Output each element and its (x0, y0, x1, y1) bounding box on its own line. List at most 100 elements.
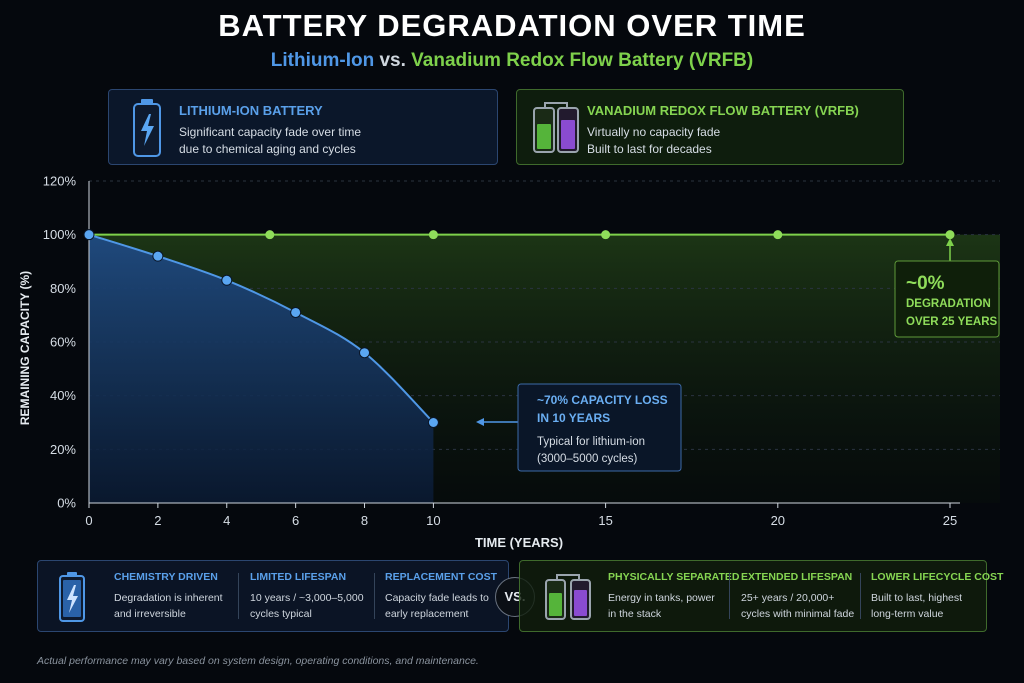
feature-desc-line: 10 years / ~3,000–5,000 (250, 592, 364, 604)
x-tick-label: 4 (223, 513, 230, 528)
degradation-chart: 0% 20% 40% 60% 80% 100% 120% 0 2 4 6 8 10 15 20 25 REMA… (18, 174, 1000, 550)
lithium-card-desc-line1: Significant capacity fade over time (179, 125, 362, 139)
feature-desc-line: early replacement (385, 608, 469, 620)
feature-desc-line: Capacity fade leads to (385, 592, 489, 604)
feature-divider (238, 573, 239, 619)
subtitle-lithium: Lithium-Ion (270, 50, 375, 71)
lithium-loss-callout: ~70% CAPACITY LOSS IN 10 YEARS Typical f… (476, 383, 682, 472)
vrfb-point (428, 230, 438, 240)
y-tick-label: 120% (43, 174, 77, 189)
callout-box (517, 383, 682, 472)
flow-battery-tanks-icon (533, 102, 579, 153)
x-tick-label: 25 (943, 513, 957, 528)
feature-desc: 25+ years / 20,000+ cycles with minimal f… (741, 590, 854, 622)
y-tick-label: 80% (50, 281, 76, 296)
subtitle-vrfb: Vanadium Redox Flow Battery (VRFB) (411, 50, 754, 71)
vr-callout-line1: DEGRADATION (906, 298, 991, 310)
feature-desc-line: Degradation is inherent (114, 592, 223, 604)
feature-title: CHEMISTRY DRIVEN (114, 571, 218, 583)
feature-desc-line: 25+ years / 20,000+ (741, 592, 835, 604)
page-title: BATTERY DEGRADATION OVER TIME (218, 8, 806, 43)
x-tick-label: 2 (154, 513, 161, 528)
feature-divider (374, 573, 375, 619)
lithium-card-desc: Significant capacity fade over time due … (179, 124, 361, 158)
vrfb-point (945, 230, 955, 240)
feature-desc: Energy in tanks, power in the stack (608, 590, 739, 622)
callout-title-line1: ~70% CAPACITY LOSS (537, 393, 668, 407)
vrfb-point (601, 230, 611, 240)
feature-physically-separated: PHYSICALLY SEPARATED Energy in tanks, po… (608, 571, 739, 622)
lithium-card-desc-line2: due to chemical aging and cycles (179, 142, 356, 156)
feature-desc-line: in the stack (608, 608, 662, 620)
feature-divider (860, 573, 861, 619)
callout-desc-line2: (3000–5000 cycles) (537, 453, 638, 465)
flow-battery-tanks-icon (545, 574, 591, 620)
x-tick-label: 0 (85, 513, 92, 528)
page-subtitle: Lithium-Ion vs. Vanadium Redox Flow Batt… (0, 50, 1024, 72)
callout-arrow-head (476, 418, 484, 426)
y-tick-label: 0% (57, 496, 76, 511)
x-tick-label: 20 (771, 513, 785, 528)
lithium-features-panel: CHEMISTRY DRIVEN Degradation is inherent… (37, 560, 509, 632)
feature-title: REPLACEMENT COST (385, 571, 498, 583)
vrfb-point (265, 230, 275, 240)
feature-desc-line: and irreversible (114, 608, 186, 620)
vr-callout-arrow-head (946, 238, 954, 246)
y-tick-label: 100% (43, 227, 77, 242)
x-tick-label: 6 (292, 513, 299, 528)
battery-bolt-icon (133, 99, 161, 157)
feature-replacement-cost: REPLACEMENT COST Capacity fade leads to e… (385, 571, 497, 622)
feature-extended-lifespan: EXTENDED LIFESPAN 25+ years / 20,000+ cyc… (741, 571, 854, 622)
feature-lower-lifecycle-cost: LOWER LIFECYCLE COST Built to last, high… (871, 571, 1003, 622)
vrfb-info-card: VANADIUM REDOX FLOW BATTERY (VRFB) Virtu… (516, 89, 904, 165)
x-axis-label: TIME (YEARS) (475, 535, 563, 550)
feature-divider (729, 573, 730, 619)
feature-limited-lifespan: LIMITED LIFESPAN 10 years / ~3,000–5,000… (250, 571, 364, 622)
series-layer (83, 229, 955, 428)
lithium-point (152, 250, 164, 262)
feature-desc-line: long-term value (871, 608, 944, 620)
lithium-point (427, 417, 439, 428)
feature-chemistry-driven: CHEMISTRY DRIVEN Degradation is inherent… (114, 571, 223, 622)
feature-desc-line: Built to last, highest (871, 592, 963, 604)
feature-desc-line: cycles typical (250, 608, 312, 620)
feature-desc: 10 years / ~3,000–5,000 cycles typical (250, 590, 364, 622)
vrfb-card-desc-line1: Virtually no capacity fade (587, 125, 721, 139)
feature-desc-line: Energy in tanks, power (608, 592, 715, 604)
feature-title: LIMITED LIFESPAN (250, 571, 347, 583)
lithium-area-layer (89, 234, 434, 503)
feature-title: EXTENDED LIFESPAN (741, 571, 853, 583)
lithium-info-card: LITHIUM-ION BATTERY Significant capacity… (108, 89, 498, 165)
callout-title-line2: IN 10 YEARS (537, 411, 610, 425)
feature-desc: Built to last, highest long-term value (871, 590, 1003, 622)
lithium-card-title: LITHIUM-ION BATTERY (179, 103, 323, 118)
lithium-area (89, 234, 434, 503)
callout-desc-line1: Typical for lithium-ion (537, 436, 645, 448)
vrfb-card-desc: Virtually no capacity fade Built to last… (587, 124, 720, 158)
lithium-point (290, 306, 302, 318)
vrfb-card-title: VANADIUM REDOX FLOW BATTERY (VRFB) (587, 103, 859, 118)
vrfb-degradation-callout: ~0% DEGRADATION OVER 25 YEARS (894, 238, 1000, 338)
x-tick-label: 10 (426, 513, 440, 528)
feature-desc-line: cycles with minimal fade (741, 608, 855, 620)
lithium-line (88, 233, 435, 424)
feature-title: PHYSICALLY SEPARATED (608, 571, 740, 583)
battery-bolt-icon (59, 572, 85, 622)
lithium-point (221, 274, 233, 286)
lithium-point (359, 347, 371, 359)
subtitle-vs: vs. (374, 50, 412, 71)
feature-desc: Degradation is inherent and irreversible (114, 590, 223, 622)
y-tick-label: 60% (50, 335, 76, 350)
x-tick-label: 15 (598, 513, 612, 528)
feature-title: LOWER LIFECYCLE COST (871, 571, 1004, 583)
y-tick-label: 20% (50, 442, 76, 457)
vrfb-card-desc-line2: Built to last for decades (587, 142, 712, 156)
vr-callout-value: ~0% (906, 273, 945, 294)
vrfb-point (773, 230, 783, 240)
vr-callout-box (894, 260, 1000, 338)
footnote: Actual performance may vary based on sys… (37, 655, 479, 667)
feature-desc: Capacity fade leads to early replacement (385, 590, 497, 622)
vr-callout-line2: OVER 25 YEARS (906, 316, 998, 328)
lithium-point (83, 229, 95, 241)
y-tick-label: 40% (50, 388, 76, 403)
